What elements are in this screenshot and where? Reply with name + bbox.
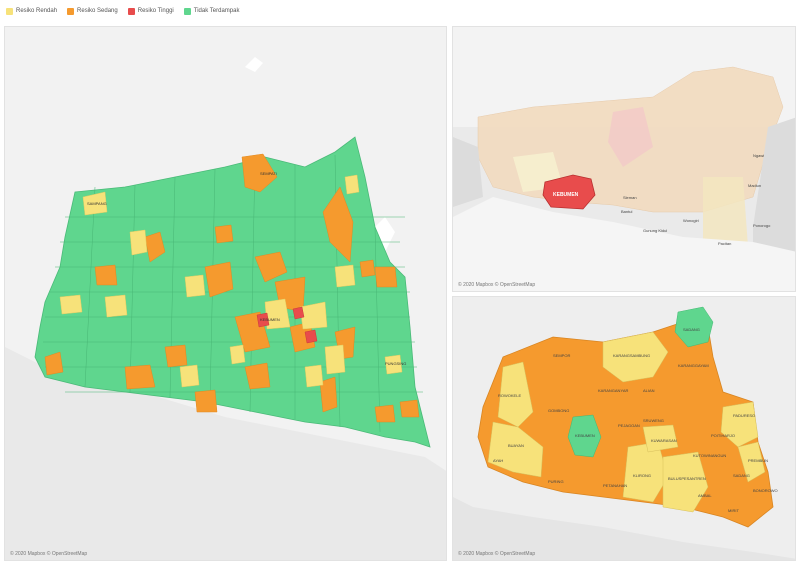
inset-overview-svg[interactable]: KEBUMEN Madiun Ngawi Ponorogo Pacitan Wo… xyxy=(453,27,796,292)
medium-risk-areas[interactable] xyxy=(44,153,420,423)
legend-item-unaffected[interactable]: Tidak Terdampak xyxy=(183,7,240,15)
place-label: Wonogiri xyxy=(683,218,699,223)
district-label: ALIAN xyxy=(643,388,655,393)
inset-detail-svg[interactable]: SADANG KARANGSAMBUNG SEMPOR KARANGGAYAM … xyxy=(453,297,796,561)
west-java-region xyxy=(453,137,483,207)
south-sea xyxy=(453,497,795,560)
main-map-svg[interactable]: SAMPANG SEMPATI KEBUMEN PUNGSING xyxy=(5,27,447,561)
place-label: Bantul xyxy=(621,209,632,214)
district-label: SADANG xyxy=(733,473,750,478)
faint-region xyxy=(703,177,748,252)
district-label: KLIRONG xyxy=(633,473,651,478)
south-sea xyxy=(453,197,795,291)
district-label: AYAH xyxy=(493,458,503,463)
faint-region xyxy=(608,107,653,167)
place-label: Madiun xyxy=(748,183,761,188)
inset-detail-panel[interactable]: SADANG KARANGSAMBUNG SEMPOR KARANGGAYAM … xyxy=(452,296,796,561)
low-risk-areas[interactable] xyxy=(59,174,403,388)
legend-label-medium: Resiko Sedang xyxy=(77,8,118,14)
district-label: KARANGANYAR xyxy=(598,388,628,393)
legend-swatch-low xyxy=(6,7,13,15)
inset-overview-attribution[interactable]: © 2020 Mapbox © OpenStreetMap xyxy=(458,282,536,288)
district-label: KARANGSAMBUNG xyxy=(613,353,650,358)
place-label: Ponorogo xyxy=(753,223,771,228)
map-legend: Resiko Rendah Resiko Sedang Resiko Tingg… xyxy=(6,4,239,18)
district-label: KARANGGAYAM xyxy=(678,363,709,368)
main-map-label: KEBUMEN xyxy=(260,317,280,322)
district-label: SRUWENG xyxy=(643,418,664,423)
main-map-panel[interactable]: SAMPANG SEMPATI KEBUMEN PUNGSING © 2020 … xyxy=(4,26,447,561)
district-label: PEJAGOAN xyxy=(618,423,640,428)
low-risk-districts[interactable] xyxy=(487,331,766,513)
district-label: PETANAHAN xyxy=(603,483,627,488)
legend-item-high[interactable]: Resiko Tinggi xyxy=(127,7,174,15)
legend-item-low[interactable]: Resiko Rendah xyxy=(6,7,58,15)
legend-swatch-unaffected xyxy=(183,7,191,15)
district-label: POITIHARJO xyxy=(711,433,735,438)
main-map-attribution[interactable]: © 2020 Mapbox © OpenStreetMap xyxy=(10,551,88,557)
island-shape xyxy=(245,57,263,72)
place-label: Sleman xyxy=(623,195,637,200)
district-label: MIRIT xyxy=(728,508,739,513)
district-label: PREMBUN xyxy=(748,458,768,463)
district-label: ROWOKELE xyxy=(498,393,521,398)
main-map-label: PUNGSING xyxy=(385,361,406,366)
place-label: Ngawi xyxy=(753,153,764,158)
unaffected-districts[interactable] xyxy=(567,306,714,458)
kebumen-highlight[interactable] xyxy=(542,174,596,210)
inset-detail-attribution[interactable]: © 2020 Mapbox © OpenStreetMap xyxy=(458,551,536,557)
legend-label-low: Resiko Rendah xyxy=(16,8,58,14)
high-risk-areas[interactable] xyxy=(256,306,318,344)
ocean-area xyxy=(5,347,446,560)
district-label: BULUSPESANTREN xyxy=(668,476,706,481)
district-label: AMBAL xyxy=(698,493,712,498)
kebumen-highlight-label: KEBUMEN xyxy=(553,192,579,198)
legend-swatch-high xyxy=(127,7,135,15)
legend-label-high: Resiko Tinggi xyxy=(137,8,174,14)
district-label: GOMBONG xyxy=(548,408,569,413)
district-label: KUTOWINANGUN xyxy=(693,453,726,458)
district-label: PADURESO xyxy=(733,413,755,418)
district-label: KEBUMEN xyxy=(575,433,595,438)
district-label: BUAYAN xyxy=(508,443,524,448)
main-map-label: SAMPANG xyxy=(87,201,107,206)
legend-item-medium[interactable]: Resiko Sedang xyxy=(67,7,118,15)
place-label: Pacitan xyxy=(718,241,731,246)
inset-overview-panel[interactable]: KEBUMEN Madiun Ngawi Ponorogo Pacitan Wo… xyxy=(452,26,796,292)
district-label: SEMPOR xyxy=(553,353,570,358)
district-label: KUWARASAN xyxy=(651,438,677,443)
legend-swatch-medium xyxy=(67,7,75,15)
main-map-label: SEMPATI xyxy=(260,171,277,176)
legend-label-unaffected: Tidak Terdampak xyxy=(193,8,240,14)
district-label: SADANG xyxy=(683,327,700,332)
district-label: BONOROWO xyxy=(753,488,778,493)
place-label: Gunung Kidul xyxy=(643,228,667,233)
district-label: PURING xyxy=(548,479,564,484)
